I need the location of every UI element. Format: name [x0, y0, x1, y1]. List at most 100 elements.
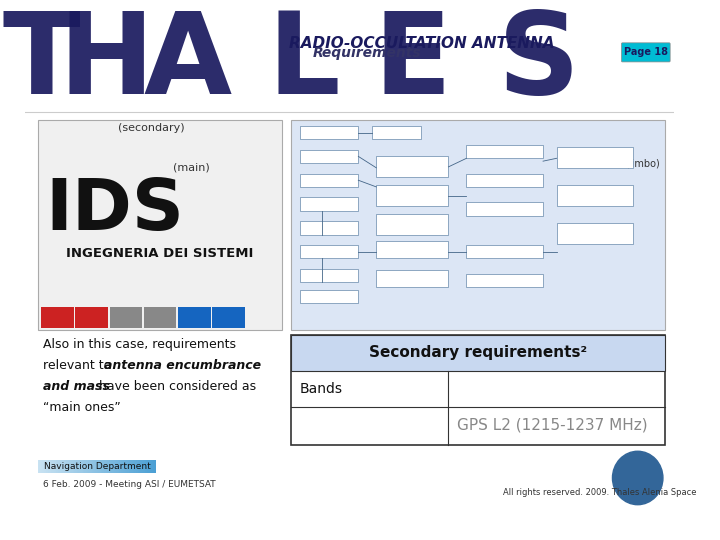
Bar [291, 335, 665, 371]
Bar [85, 460, 86, 473]
Bar [467, 245, 543, 259]
Bar [557, 223, 633, 244]
Bar [122, 460, 123, 473]
Bar [41, 307, 73, 328]
Text: (secondary): (secondary) [118, 123, 184, 133]
Bar [51, 460, 52, 473]
Bar [141, 460, 142, 473]
Bar [38, 120, 282, 330]
Bar [153, 460, 154, 473]
Bar [300, 221, 359, 235]
Bar [131, 460, 132, 473]
Bar [45, 460, 47, 473]
Text: Page 18: Page 18 [624, 48, 668, 57]
Bar [300, 198, 359, 211]
Text: relevant to: relevant to [43, 359, 115, 372]
Bar [86, 460, 87, 473]
Bar [78, 460, 79, 473]
Bar [134, 460, 135, 473]
Bar [155, 460, 156, 473]
Bar [60, 460, 61, 473]
Bar [114, 460, 115, 473]
Text: A: A [143, 8, 231, 118]
Bar [467, 202, 543, 215]
Bar [300, 150, 359, 163]
Bar [377, 214, 449, 235]
Text: E: E [374, 8, 451, 118]
Bar [80, 460, 81, 473]
Bar [77, 460, 78, 473]
Bar [101, 460, 102, 473]
Bar [40, 460, 41, 473]
Bar [120, 460, 121, 473]
Bar [291, 335, 665, 444]
Text: Navigation Department: Navigation Department [44, 462, 150, 471]
Bar [130, 460, 131, 473]
Bar [92, 460, 94, 473]
Bar [467, 274, 543, 287]
Bar [154, 460, 155, 473]
Text: and mass: and mass [43, 380, 110, 393]
Bar [139, 460, 140, 473]
Bar [147, 460, 148, 473]
Text: antenna encumbrance: antenna encumbrance [104, 359, 261, 372]
Bar [106, 460, 107, 473]
Bar [152, 460, 153, 473]
Bar [300, 173, 359, 187]
Bar [63, 460, 65, 473]
Text: RADIO-OCCULTATION ANTENNA: RADIO-OCCULTATION ANTENNA [289, 36, 554, 51]
Bar [132, 460, 133, 473]
Bar [41, 460, 42, 473]
Bar [81, 460, 83, 473]
Bar [94, 460, 95, 473]
Bar [144, 460, 145, 473]
Bar [119, 460, 120, 473]
Bar [84, 460, 85, 473]
Bar [148, 460, 149, 473]
Bar [116, 460, 117, 473]
Bar [43, 460, 44, 473]
Bar [117, 460, 119, 473]
Bar [58, 460, 59, 473]
Text: Requirements: Requirements [313, 46, 422, 60]
Text: Secondary requirements²: Secondary requirements² [369, 346, 587, 361]
Bar [54, 460, 55, 473]
Bar [67, 460, 68, 473]
Bar [76, 307, 108, 328]
Bar [300, 269, 359, 282]
Bar [90, 460, 91, 473]
Bar [557, 185, 633, 206]
Bar [143, 460, 144, 473]
Text: INGEGNERIA DEI SISTEMI: INGEGNERIA DEI SISTEMI [66, 247, 253, 260]
Bar [66, 460, 67, 473]
Bar [144, 307, 176, 328]
Bar [110, 460, 112, 473]
Bar [69, 460, 70, 473]
Bar [372, 126, 421, 139]
Bar [38, 460, 40, 473]
Bar [212, 307, 245, 328]
Bar [48, 460, 49, 473]
Bar [138, 460, 139, 473]
Bar [65, 460, 66, 473]
Text: L: L [268, 8, 341, 118]
Bar [151, 460, 152, 473]
Bar [42, 460, 43, 473]
Bar [44, 460, 45, 473]
Bar [96, 460, 97, 473]
Text: (main): (main) [174, 163, 210, 173]
Bar [377, 241, 449, 259]
Bar [115, 460, 116, 473]
Bar [74, 460, 76, 473]
Bar [73, 460, 74, 473]
Bar [70, 460, 71, 473]
Bar [126, 460, 127, 473]
Bar [291, 120, 665, 330]
Bar [557, 147, 633, 168]
Bar [377, 270, 449, 287]
Bar [127, 460, 128, 473]
Bar [300, 290, 359, 303]
Text: Bands: Bands [300, 382, 343, 396]
Bar [49, 460, 50, 473]
Bar [142, 460, 143, 473]
